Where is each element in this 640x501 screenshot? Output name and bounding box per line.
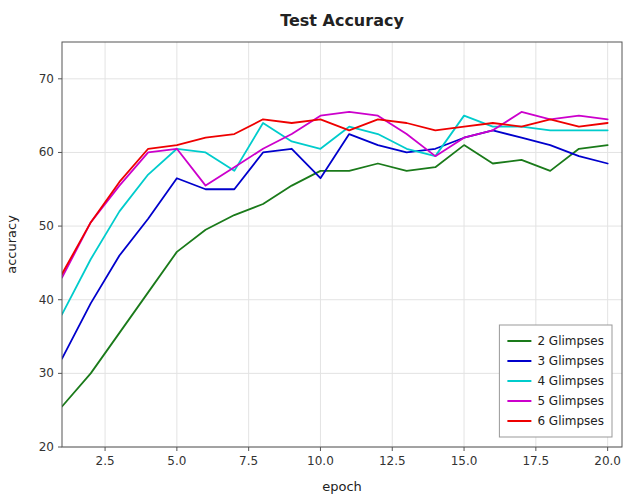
y-axis-label: accuracy <box>4 215 19 274</box>
legend-swatch <box>507 360 531 362</box>
grid-line-x <box>320 42 321 447</box>
x-tick <box>607 447 608 451</box>
y-tick-label: 20 <box>39 440 54 454</box>
x-tick <box>105 447 106 451</box>
legend-label: 2 Glimpses <box>537 334 604 348</box>
x-tick-label: 17.5 <box>522 454 549 468</box>
y-tick <box>58 447 62 448</box>
x-tick <box>464 447 465 451</box>
grid-line-x <box>392 42 393 447</box>
y-tick <box>58 152 62 153</box>
x-tick-label: 5.0 <box>167 454 186 468</box>
x-tick-label: 2.5 <box>96 454 115 468</box>
y-tick-label: 30 <box>39 366 54 380</box>
plot-frame <box>62 42 622 447</box>
grid-line-y <box>62 299 622 300</box>
grid-line-x <box>464 42 465 447</box>
legend-label: 3 Glimpses <box>537 354 604 368</box>
x-axis-label: epoch <box>322 479 362 494</box>
grid-line-y <box>62 78 622 79</box>
plot-area <box>62 42 622 447</box>
legend: 2 Glimpses 3 Glimpses 4 Glimpses 5 Glimpses… <box>499 325 612 437</box>
chart-title: Test Accuracy <box>280 11 404 30</box>
y-tick-label: 50 <box>39 219 54 233</box>
grid <box>62 42 622 447</box>
legend-swatch <box>507 400 531 402</box>
series-line <box>62 112 608 278</box>
x-tick-label: 7.5 <box>239 454 258 468</box>
legend-box <box>499 325 612 437</box>
x-tick <box>176 447 177 451</box>
series-line <box>62 130 608 358</box>
legend-label: 4 Glimpses <box>537 374 604 388</box>
axes: 2.5 5.0 7.5 10.0 12.5 15.0 17.5 20.0 20 30 40 50 60 7… <box>39 72 621 468</box>
x-tick <box>535 447 536 451</box>
y-tick <box>58 299 62 300</box>
y-tick-label: 70 <box>39 72 54 86</box>
legend-label: 6 Glimpses <box>537 414 604 428</box>
legend-swatch <box>507 420 531 422</box>
y-tick <box>58 373 62 374</box>
chart: 2.5 5.0 7.5 10.0 12.5 15.0 17.5 20.0 20 30 40 50 60 7… <box>0 0 640 501</box>
x-tick <box>320 447 321 451</box>
y-tick-label: 60 <box>39 145 54 159</box>
x-tick-label: 20.0 <box>594 454 621 468</box>
series-line <box>62 116 608 315</box>
y-tick-label: 40 <box>39 293 54 307</box>
x-tick <box>392 447 393 451</box>
series-line <box>62 119 608 274</box>
x-tick <box>248 447 249 451</box>
grid-line-y <box>62 226 622 227</box>
grid-line-x <box>105 42 106 447</box>
x-tick-label: 15.0 <box>451 454 478 468</box>
y-tick <box>58 78 62 79</box>
legend-swatch <box>507 340 531 342</box>
y-tick <box>58 226 62 227</box>
legend-label: 5 Glimpses <box>537 394 604 408</box>
x-tick-label: 12.5 <box>379 454 406 468</box>
legend-swatch <box>507 380 531 382</box>
grid-line-x <box>248 42 249 447</box>
grid-line-x <box>176 42 177 447</box>
x-tick-label: 10.0 <box>307 454 334 468</box>
